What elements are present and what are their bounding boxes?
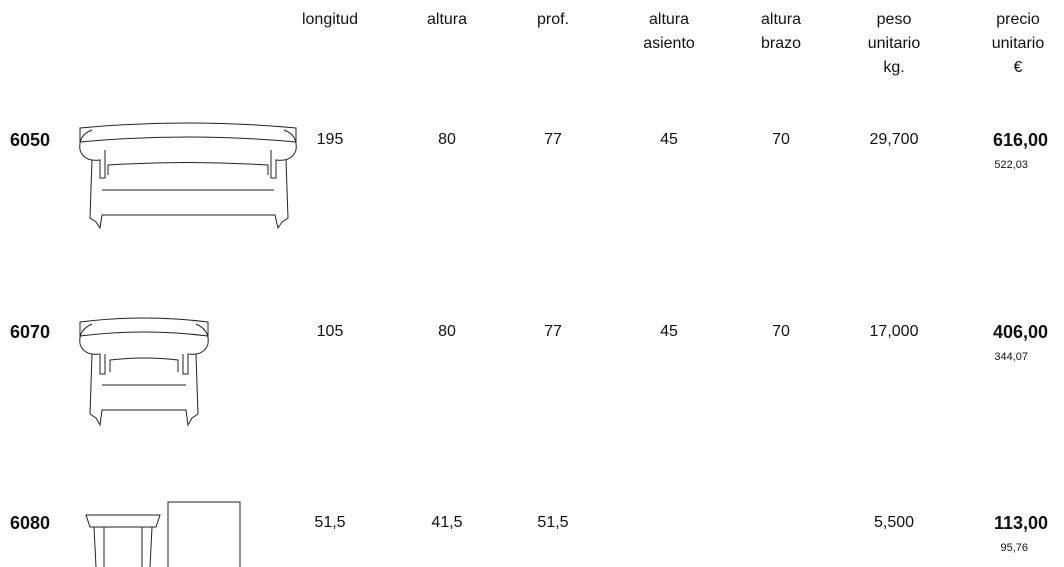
cell: 70: [772, 323, 790, 340]
cell: 77: [544, 323, 562, 340]
armchair-drawing: [79, 317, 209, 427]
sofa-drawing: [79, 122, 297, 230]
column-header: €: [1013, 59, 1023, 76]
cell: 51,5: [537, 514, 569, 531]
cell: 80: [438, 323, 456, 340]
price-net: 95,76: [1000, 542, 1028, 554]
cell: 105: [316, 323, 344, 340]
column-header: asiento: [643, 35, 695, 52]
column-header: altura: [648, 11, 690, 28]
product-code: 6050: [10, 130, 51, 150]
column-header: kg.: [883, 59, 905, 76]
cell: 5,500: [873, 514, 915, 531]
product-code: 6070: [10, 322, 51, 342]
column-header: prof.: [536, 11, 570, 28]
column-header: brazo: [760, 35, 802, 52]
price-net: 344,07: [994, 351, 1028, 363]
price: 616,00: [992, 130, 1048, 150]
cell: 77: [544, 131, 562, 148]
cell: 45: [660, 323, 678, 340]
cell: 70: [772, 131, 790, 148]
column-header: peso: [876, 11, 912, 28]
column-header: longitud: [301, 11, 359, 28]
cell: 80: [438, 131, 456, 148]
column-header: precio: [996, 11, 1040, 28]
cell: 45: [660, 131, 678, 148]
price: 406,00: [992, 322, 1048, 342]
column-header: altura: [760, 11, 802, 28]
column-header: altura: [426, 11, 468, 28]
stool-drawing: [85, 501, 241, 567]
price-net: 522,03: [994, 159, 1028, 171]
price: 113,00: [993, 513, 1048, 533]
column-header: unitario: [867, 35, 921, 52]
cell: 51,5: [314, 514, 346, 531]
column-header: unitario: [991, 35, 1045, 52]
cell: 17,000: [869, 323, 919, 340]
product-code: 6080: [10, 513, 51, 533]
cell: 195: [316, 131, 344, 148]
cell: 29,700: [869, 131, 919, 148]
cell: 41,5: [431, 514, 463, 531]
